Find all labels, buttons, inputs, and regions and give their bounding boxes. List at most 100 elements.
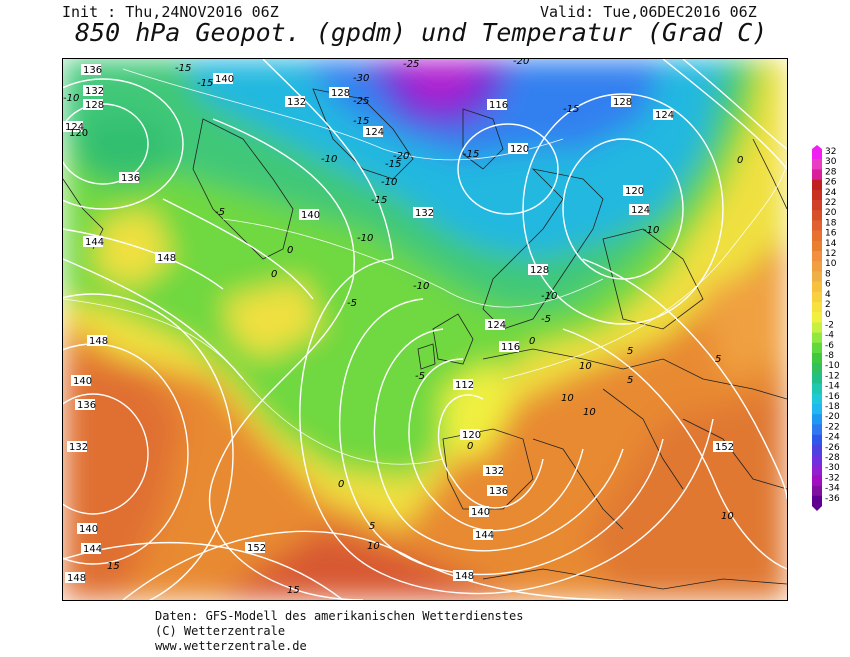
- label-140e: 140: [79, 524, 98, 535]
- temp-label-5b: 5: [627, 346, 633, 357]
- scale-label: -24: [825, 433, 840, 443]
- scale-label: -14: [825, 382, 840, 392]
- color-scale-svg: 32302826242220181614121086420-2-4-6-8-10…: [812, 145, 850, 517]
- scale-label: 2: [825, 300, 831, 310]
- temp-label-m15: -15: [175, 63, 191, 74]
- label-144c: 144: [83, 544, 102, 555]
- scale-label: 20: [825, 208, 837, 218]
- label-128b: 128: [530, 265, 549, 276]
- scale-cell: [812, 231, 822, 242]
- label-144: 144: [85, 237, 104, 248]
- scale-cell: [812, 180, 822, 191]
- scale-cell: [812, 465, 822, 476]
- scale-cell: [812, 169, 822, 180]
- scale-cell: [812, 445, 822, 456]
- label-132e: 132: [85, 86, 104, 97]
- temp-label-0f: 0: [737, 155, 743, 166]
- label-132d: 132: [69, 442, 88, 453]
- label-140: 140: [215, 74, 234, 85]
- scale-label: -32: [825, 473, 840, 483]
- temp-label-5: 5: [369, 521, 375, 532]
- scale-cell: [812, 435, 822, 446]
- scale-label: -20: [825, 412, 840, 422]
- color-scale: 32 30 28 26 24 22 20 18 16 14 12 10 8 6 4 2 0 -2 -4 -6 -8 -10…: [812, 145, 850, 521]
- label-120d: 120: [69, 128, 88, 139]
- temp-label-10: 10: [367, 541, 380, 552]
- temp-label-m20: -20: [513, 59, 529, 67]
- scale-cell: [812, 414, 822, 425]
- temp-label-m15b: -15: [197, 78, 213, 89]
- scale-label: -2: [825, 320, 834, 330]
- temp-label-m15g: -15: [371, 195, 387, 206]
- label-124b: 124: [487, 320, 506, 331]
- scale-label: -16: [825, 392, 840, 402]
- scale-label: 26: [825, 178, 837, 188]
- scale-label: 22: [825, 198, 836, 208]
- scale-label: 18: [825, 218, 837, 228]
- label-128: 128: [331, 88, 350, 99]
- scale-cell: [812, 292, 822, 303]
- scale-label: 28: [825, 167, 837, 177]
- temp-label-10c: 10: [561, 393, 574, 404]
- label-140d: 140: [73, 376, 92, 387]
- footer-copyright: (C) Wetterzentrale: [155, 624, 285, 638]
- label-124d: 124: [655, 110, 674, 121]
- temp-label-m10b: -10: [381, 177, 397, 188]
- scale-cell: [812, 424, 822, 435]
- temp-label-m10g: -10: [63, 93, 79, 104]
- footer-website-link[interactable]: www.wetterzentrale.de: [155, 639, 307, 653]
- temp-label-m15f: -15: [385, 159, 401, 170]
- temp-label-m25: -25: [403, 59, 419, 70]
- label-136d: 136: [77, 400, 96, 411]
- label-120: 120: [510, 144, 529, 155]
- scale-label: 4: [825, 290, 831, 300]
- scale-label: 6: [825, 280, 831, 290]
- label-148: 148: [157, 253, 176, 264]
- temp-label-m5c: -5: [415, 371, 425, 382]
- scale-cell: [812, 455, 822, 466]
- label-136b: 136: [121, 173, 140, 184]
- scale-label: -18: [825, 402, 840, 412]
- scale-label: 10: [825, 259, 837, 269]
- scale-label: 12: [825, 249, 836, 259]
- label-132b: 132: [415, 208, 434, 219]
- temp-label-m10: -10: [321, 154, 337, 165]
- temp-label-10e: 10: [721, 511, 734, 522]
- scale-arrow-bottom: [812, 506, 822, 511]
- label-140c: 140: [471, 507, 490, 518]
- temp-label-m5: -5: [215, 207, 225, 218]
- scale-cell: [812, 322, 822, 333]
- scale-cell: [812, 200, 822, 211]
- scale-label: -22: [825, 422, 840, 432]
- temp-label-5d: 5: [715, 354, 721, 365]
- scale-cell: [812, 496, 822, 507]
- weather-map: 136 140 132 128 124 120 116 112 144 148 …: [62, 58, 788, 601]
- scale-label: -8: [825, 351, 834, 361]
- scale-cell: [812, 353, 822, 364]
- temp-label-m10d: -10: [413, 281, 429, 292]
- label-116b: 116: [501, 342, 520, 353]
- temp-label-m30: -30: [353, 73, 369, 84]
- scale-cell: [812, 220, 822, 231]
- label-152b: 152: [715, 442, 734, 453]
- scale-label: 32: [825, 147, 836, 157]
- scale-label: -4: [825, 331, 834, 341]
- scale-label: -34: [825, 484, 840, 494]
- scale-label: 8: [825, 269, 831, 279]
- temp-label-m5d: -5: [541, 314, 551, 325]
- scale-label: -28: [825, 453, 840, 463]
- temp-label-0b: 0: [271, 269, 277, 280]
- scale-cell: [812, 190, 822, 201]
- label-148d: 148: [67, 573, 86, 584]
- scale-label: 14: [825, 239, 837, 249]
- scale-cell: [812, 271, 822, 282]
- label-152: 152: [247, 543, 266, 554]
- scale-cell: [812, 251, 822, 262]
- label-128d: 128: [85, 100, 104, 111]
- scale-label: 30: [825, 157, 837, 167]
- temp-label-0c: 0: [338, 479, 344, 490]
- temp-label-m10f: -10: [643, 225, 659, 236]
- label-120c: 120: [625, 186, 644, 197]
- label-148c: 148: [89, 336, 108, 347]
- label-124c: 124: [631, 205, 650, 216]
